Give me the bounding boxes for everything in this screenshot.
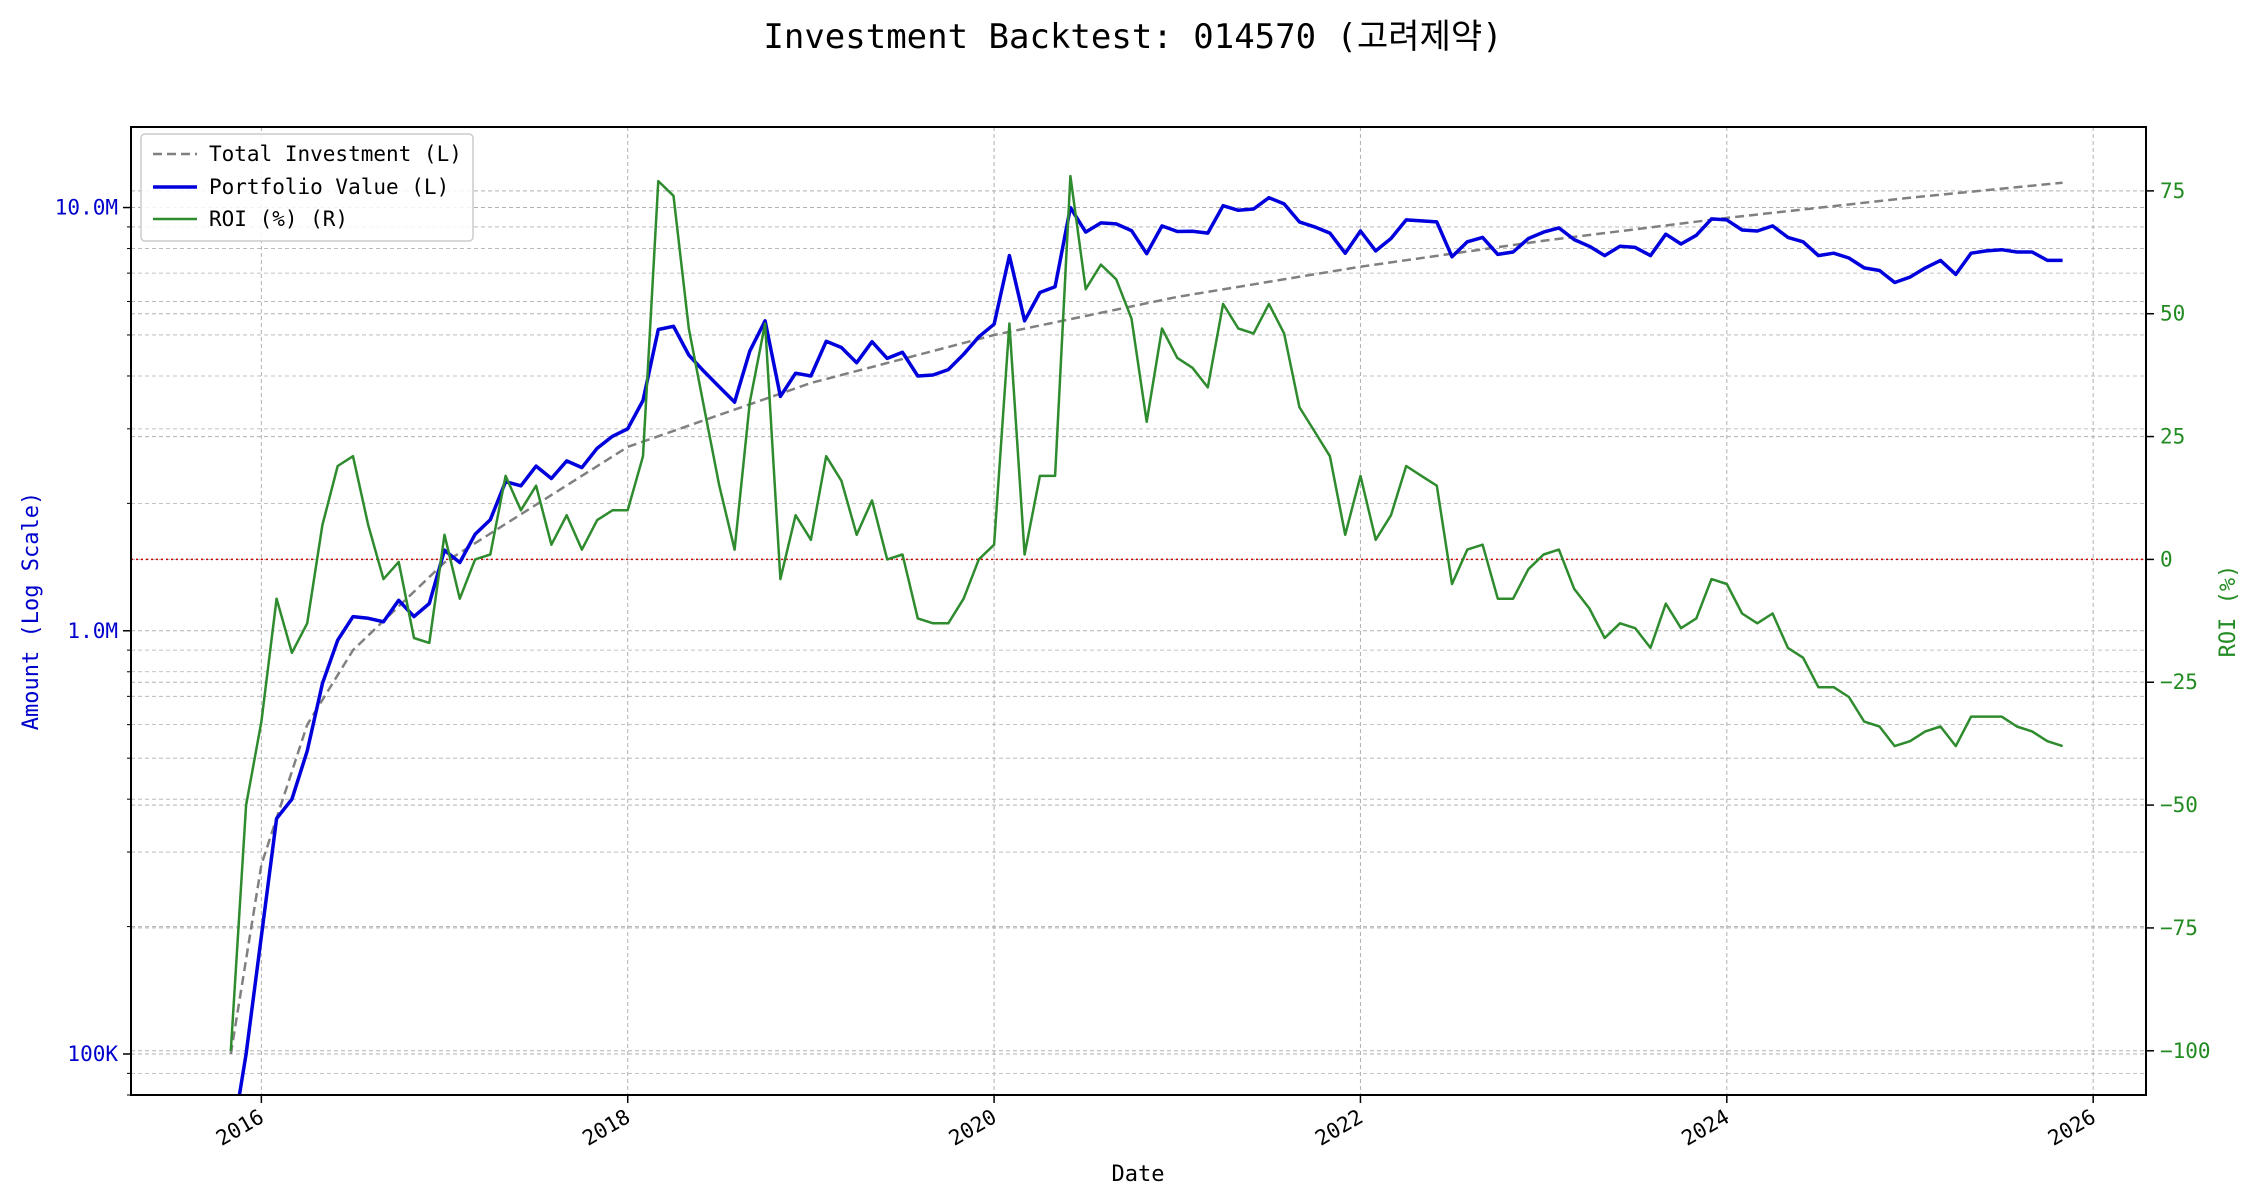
y-right-tick-label: −100 <box>2160 1039 2211 1063</box>
chart-title: Investment Backtest: 014570 (고려제약) <box>763 17 1502 57</box>
series-line-roi <box>229 174 2063 1051</box>
y-right-tick-label: 25 <box>2160 425 2185 449</box>
x-axis: 2016 2018 2020 2022 2024 2026 <box>212 1095 2100 1151</box>
y-axis-right-label: ROI (%) <box>2216 565 2241 658</box>
x-tick-label: 2026 <box>2044 1105 2100 1151</box>
series-layer <box>229 174 2063 1095</box>
y-axis-left-label: Amount (Log Scale) <box>19 492 44 730</box>
y-left-tick-label: 10.0M <box>55 196 118 220</box>
x-tick-label: 2022 <box>1311 1105 1367 1151</box>
y-right-tick-label: 0 <box>2160 547 2173 571</box>
legend-label-portfolio-value: Portfolio Value (L) <box>209 175 449 199</box>
y-right-tick-label: −50 <box>2160 793 2198 817</box>
x-tick-label: 2018 <box>578 1105 634 1151</box>
y-right-tick-label: 50 <box>2160 302 2185 326</box>
x-tick-label: 2024 <box>1678 1105 1734 1151</box>
y-axis-right: −100 −75 −50 −25 0 25 50 75 <box>2146 179 2211 1063</box>
x-tick-label: 2020 <box>945 1105 1001 1151</box>
legend-box <box>140 133 474 242</box>
legend-label-roi: ROI (%) (R) <box>209 207 348 231</box>
legend-label-total-investment: Total Investment (L) <box>209 142 462 166</box>
y-axis-left: 100K 1.0M 10.0M <box>55 196 131 1096</box>
x-axis-label: Date <box>1112 1162 1165 1187</box>
plot-frame <box>130 126 2147 1096</box>
legend: Total Investment (L) Portfolio Value (L)… <box>140 133 474 242</box>
series-line-portfolio-value <box>237 195 2063 1095</box>
y-right-tick-label: −75 <box>2160 916 2198 940</box>
x-tick-label: 2016 <box>212 1105 268 1151</box>
y-left-tick-label: 100K <box>67 1042 118 1066</box>
y-left-tick-label: 1.0M <box>67 619 118 643</box>
y-right-tick-label: 75 <box>2160 179 2185 203</box>
y-right-tick-label: −25 <box>2160 670 2198 694</box>
